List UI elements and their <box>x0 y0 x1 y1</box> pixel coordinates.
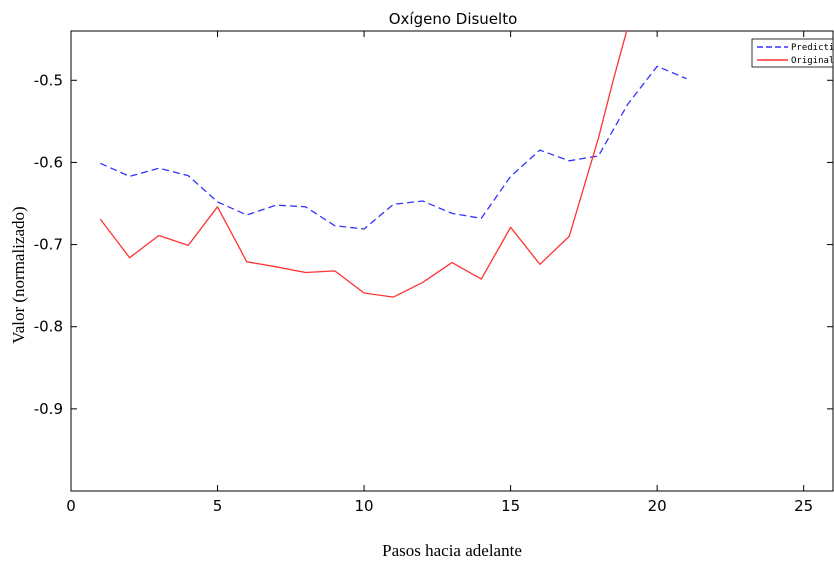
chart-title: Oxígeno Disuelto <box>389 10 518 28</box>
x-tick-label: 25 <box>794 497 813 515</box>
x-tick-label: 15 <box>501 497 520 515</box>
legend: Prediction Original <box>751 38 834 68</box>
y-tick-label: -0.5 <box>34 71 63 89</box>
x-tick-label: 20 <box>648 497 667 515</box>
legend-box <box>751 38 834 68</box>
legend-label-original: Original <box>791 56 834 66</box>
plot-area <box>70 30 834 492</box>
x-tick-label: 5 <box>213 497 223 515</box>
y-axis-ticks: -0.9 -0.8 -0.7 -0.6 -0.5 <box>34 71 833 418</box>
y-tick-label: -0.7 <box>34 236 63 254</box>
series-layer <box>99 31 687 298</box>
y-tick-label: -0.6 <box>34 153 63 171</box>
legend-label-prediction: Prediction <box>791 43 834 53</box>
x-axis-ticks: 0 5 10 15 20 25 <box>66 31 813 515</box>
y-tick-label: -0.9 <box>34 400 63 418</box>
series-line-original <box>99 31 628 298</box>
x-tick-label: 0 <box>66 497 76 515</box>
x-axis-label: Pasos hacia adelante <box>382 541 522 560</box>
x-tick-label: 10 <box>355 497 374 515</box>
y-axis-label: Valor (normalizado) <box>9 206 28 343</box>
series-line-prediction <box>100 65 687 230</box>
y-tick-label: -0.8 <box>34 318 63 336</box>
